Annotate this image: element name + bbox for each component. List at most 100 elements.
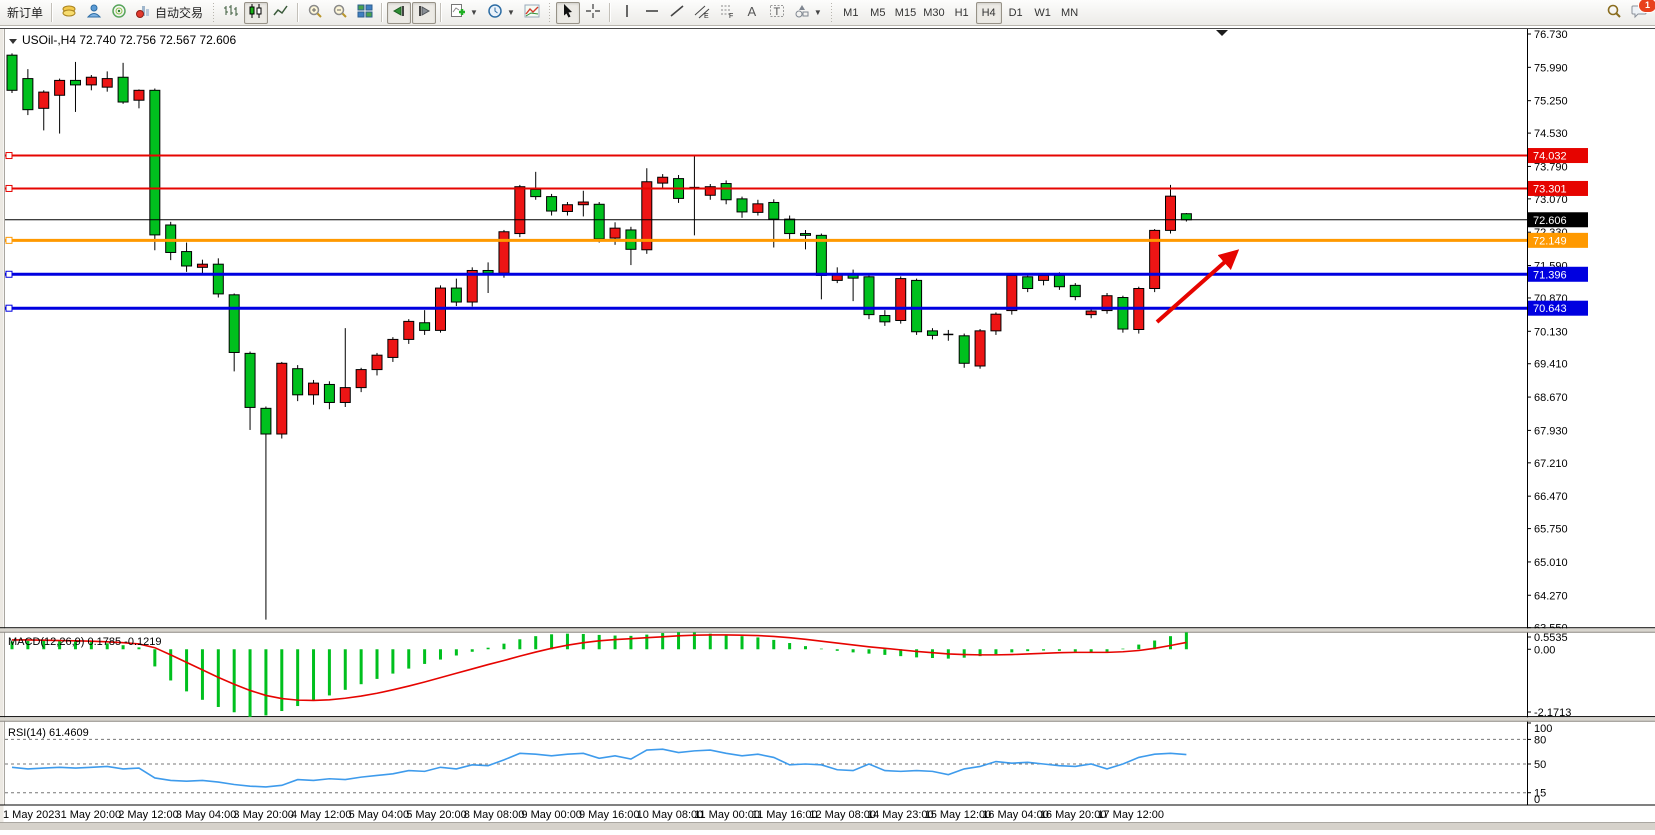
line-chart-button[interactable]	[269, 2, 293, 24]
text-button[interactable]: A	[740, 2, 764, 24]
tile-windows-icon	[357, 3, 373, 22]
chart-window[interactable]: 76.73075.99075.25074.53073.79073.07072.3…	[0, 26, 1655, 830]
price-tag	[1528, 212, 1588, 228]
tile-windows-button[interactable]	[353, 2, 377, 24]
horizontal-line-button[interactable]	[640, 2, 664, 24]
new-chart-button[interactable]: ▼	[446, 2, 482, 24]
line-handle[interactable]	[5, 304, 13, 312]
price-tag	[1528, 232, 1588, 248]
panel-splitter[interactable]	[0, 628, 1655, 632]
line-handle[interactable]	[5, 236, 13, 244]
timeframe-d1-button[interactable]: D1	[1003, 2, 1029, 24]
text-label-button[interactable]: T	[765, 2, 789, 24]
crosshair-icon	[585, 3, 601, 22]
zoom-in-button[interactable]	[303, 2, 327, 24]
bar-chart-button[interactable]	[219, 2, 243, 24]
line-handle[interactable]	[5, 270, 13, 278]
channel-icon: E	[694, 3, 710, 22]
price-tick-label: 67.930	[1534, 425, 1568, 437]
cursor-button[interactable]	[555, 1, 580, 24]
timeframe-h4-button[interactable]: H4	[975, 1, 1002, 24]
price-tag	[1528, 180, 1588, 196]
time-label: 15 May 12:00	[925, 809, 992, 821]
line-handle[interactable]	[5, 152, 13, 160]
timeframe-label: MN	[1061, 6, 1079, 19]
time-label: 12 May 08:00	[809, 809, 876, 821]
macd-bar	[994, 649, 998, 655]
toolbar-grip	[211, 3, 216, 22]
candle-body	[736, 198, 748, 213]
chart-shift-button[interactable]	[412, 1, 437, 24]
timeframe-m15-button[interactable]: M15	[892, 2, 919, 24]
equidistant-channel-button[interactable]: E	[690, 2, 714, 24]
auto-trading-label: 自动交易	[155, 6, 204, 20]
line-handle[interactable]	[5, 184, 13, 192]
macd-bar	[550, 634, 554, 650]
candle-body	[1022, 276, 1034, 290]
timeframe-m5-button[interactable]: M5	[865, 2, 891, 24]
zoom-out-button[interactable]	[328, 2, 352, 24]
shapes-button[interactable]: ▼	[790, 2, 826, 24]
macd-bar	[581, 633, 585, 650]
signals-button[interactable]	[107, 2, 131, 24]
price-tick-label: 74.530	[1534, 128, 1568, 140]
trendline-button[interactable]	[665, 2, 689, 24]
timeframe-w1-button[interactable]: W1	[1030, 2, 1056, 24]
timeframe-label: M5	[870, 6, 886, 19]
rsi-tick-label: 15	[1534, 788, 1546, 800]
candlestick-chart-button[interactable]	[244, 1, 269, 24]
clock-icon	[487, 3, 503, 22]
timeframe-m1-button[interactable]: M1	[838, 2, 864, 24]
candle-body	[54, 79, 66, 96]
indicators-button[interactable]	[520, 2, 544, 24]
candle-body	[22, 78, 34, 111]
crosshair-button[interactable]	[581, 2, 605, 24]
search-button[interactable]	[1602, 2, 1626, 24]
toolbar-separator	[381, 3, 384, 22]
time-axis[interactable]: 1 May 2023 1 May 20:002 May 12:003 May 04…	[3, 809, 1164, 821]
candle-body	[561, 204, 573, 212]
macd-bar	[1153, 640, 1157, 650]
time-label: 11 May 00:00	[694, 809, 760, 821]
new-order-button[interactable]: 新订单	[3, 2, 47, 24]
macd-bar	[677, 632, 681, 650]
auto-trading-button[interactable]: 自动交易	[132, 2, 207, 24]
fibonacci-icon: F	[719, 3, 735, 22]
notifications-wrap: 1	[1627, 0, 1655, 24]
candle-body	[466, 269, 478, 303]
rsi-tick-label: 100	[1534, 723, 1552, 735]
market-button[interactable]	[57, 2, 81, 24]
toolbar-separator	[440, 3, 443, 22]
time-label: 8 May 08:00	[464, 809, 525, 821]
panel-splitter[interactable]	[0, 717, 1655, 721]
fibonacci-button[interactable]: F	[715, 2, 739, 24]
community-button[interactable]	[82, 2, 106, 24]
chart-canvas[interactable]: 76.73075.99075.25074.53073.79073.07072.3…	[0, 26, 1655, 830]
macd-bar	[1073, 649, 1077, 652]
candle-body	[1053, 274, 1065, 288]
symbol-dropdown-icon[interactable]	[9, 39, 17, 44]
price-tick-label: 75.990	[1534, 62, 1568, 74]
candle-body	[117, 76, 129, 103]
macd-bar	[883, 649, 887, 655]
timeframe-mn-button[interactable]: MN	[1057, 2, 1083, 24]
macd-bar	[438, 649, 442, 660]
macd-bar	[73, 641, 77, 650]
macd-bar	[756, 637, 760, 650]
trend-arrow[interactable]	[1155, 249, 1240, 324]
cursor-icon	[560, 3, 576, 22]
macd-tick-label: 0.00	[1534, 644, 1555, 656]
auto-scroll-button[interactable]	[387, 1, 412, 24]
notification-badge[interactable]: 1	[1638, 0, 1655, 13]
chart-shift-marker-icon[interactable]	[1216, 30, 1228, 36]
macd-bar	[1057, 649, 1061, 651]
timeframe-m30-button[interactable]: M30	[920, 2, 947, 24]
candle-body	[1117, 297, 1129, 330]
timeframe-h1-button[interactable]: H1	[949, 2, 975, 24]
period-button[interactable]: ▼	[483, 2, 519, 24]
vertical-line-button[interactable]	[615, 2, 639, 24]
macd-bar	[534, 636, 538, 650]
shapes-icon	[794, 3, 810, 22]
